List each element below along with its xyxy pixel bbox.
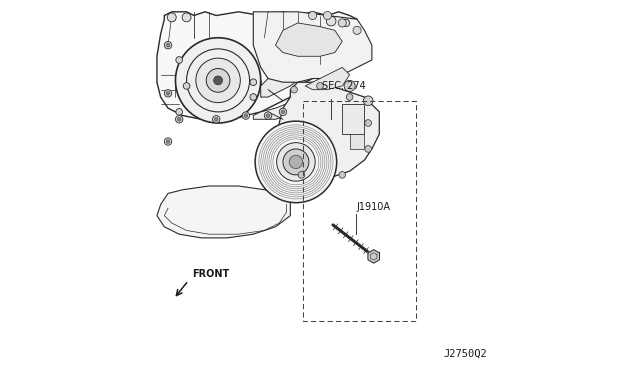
Circle shape [206, 68, 230, 92]
Circle shape [339, 171, 346, 178]
Circle shape [250, 79, 257, 86]
Circle shape [214, 118, 218, 121]
Circle shape [291, 86, 298, 93]
Polygon shape [260, 38, 328, 97]
Circle shape [214, 76, 223, 85]
Circle shape [289, 155, 303, 169]
Text: J1910A: J1910A [356, 202, 390, 212]
Circle shape [164, 90, 172, 97]
Polygon shape [157, 12, 357, 119]
Circle shape [279, 108, 287, 116]
Polygon shape [276, 23, 342, 56]
Bar [349, 134, 364, 149]
Circle shape [242, 112, 250, 119]
Circle shape [176, 57, 182, 63]
Circle shape [167, 13, 176, 22]
Text: SEC. 274: SEC. 274 [322, 81, 365, 92]
Circle shape [164, 41, 172, 49]
Circle shape [365, 145, 371, 152]
Circle shape [281, 110, 285, 114]
Circle shape [266, 114, 270, 118]
Circle shape [276, 142, 315, 181]
Circle shape [326, 16, 336, 26]
Circle shape [177, 118, 181, 121]
Circle shape [212, 116, 220, 123]
Circle shape [353, 26, 361, 35]
Circle shape [255, 121, 337, 203]
Polygon shape [253, 82, 320, 119]
Circle shape [298, 171, 305, 178]
Circle shape [264, 112, 272, 119]
Circle shape [175, 38, 260, 123]
Polygon shape [157, 186, 291, 238]
Circle shape [175, 116, 183, 123]
Bar [342, 105, 364, 134]
Circle shape [365, 120, 371, 126]
Circle shape [250, 94, 257, 100]
Polygon shape [253, 12, 372, 82]
Circle shape [317, 83, 323, 89]
Polygon shape [305, 67, 349, 90]
Circle shape [182, 13, 191, 22]
Circle shape [166, 92, 170, 95]
Circle shape [283, 149, 309, 175]
Circle shape [166, 43, 170, 47]
Polygon shape [368, 250, 380, 263]
Circle shape [323, 12, 332, 20]
Text: FRONT: FRONT [192, 269, 229, 279]
Circle shape [176, 109, 182, 115]
Circle shape [166, 140, 170, 143]
Circle shape [196, 58, 240, 103]
Circle shape [346, 94, 353, 100]
Polygon shape [279, 82, 380, 179]
Circle shape [308, 12, 317, 20]
Circle shape [364, 96, 373, 106]
Circle shape [244, 114, 248, 118]
Circle shape [342, 19, 349, 27]
Circle shape [183, 83, 190, 89]
Circle shape [164, 138, 172, 145]
Circle shape [344, 80, 355, 92]
Circle shape [338, 19, 346, 27]
Text: J2750Q2: J2750Q2 [443, 348, 487, 358]
